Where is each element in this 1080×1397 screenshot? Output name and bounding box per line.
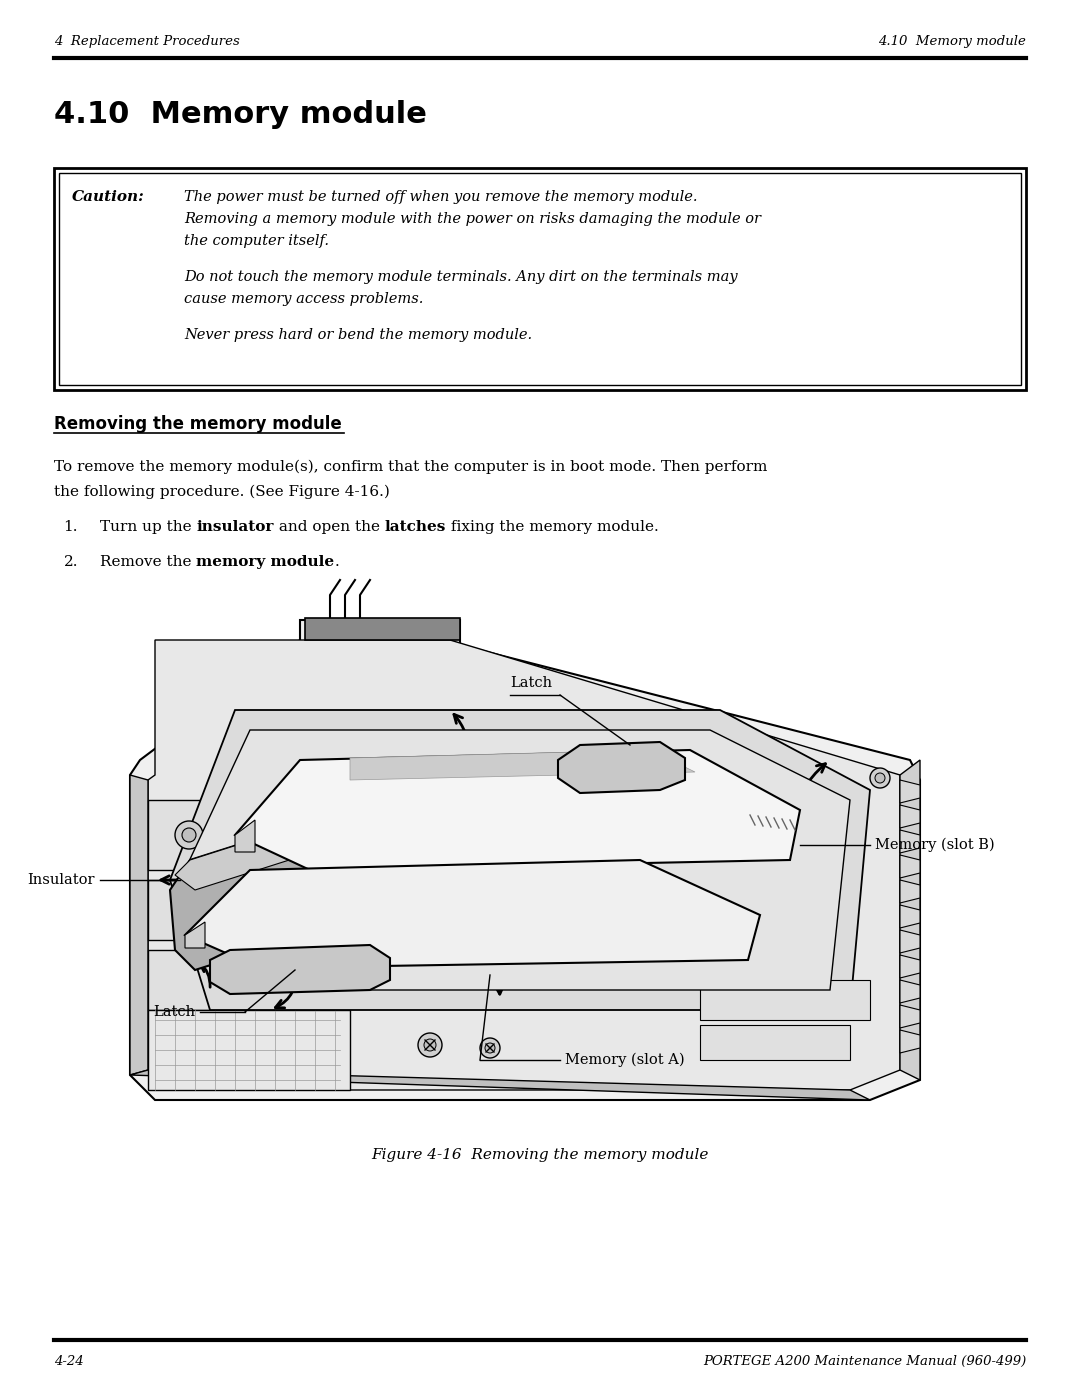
Text: latches: latches xyxy=(384,520,446,534)
Text: PORTEGE A200 Maintenance Manual (960-499): PORTEGE A200 Maintenance Manual (960-499… xyxy=(703,1355,1026,1368)
Text: .: . xyxy=(335,555,339,569)
Bar xyxy=(59,173,1021,386)
Text: memory module: memory module xyxy=(197,555,335,569)
Text: fixing the memory module.: fixing the memory module. xyxy=(446,520,659,534)
Text: cause memory access problems.: cause memory access problems. xyxy=(184,292,423,306)
Text: Remove the: Remove the xyxy=(100,555,197,569)
Text: Latch: Latch xyxy=(510,676,552,690)
Circle shape xyxy=(480,1038,500,1058)
Polygon shape xyxy=(305,617,460,640)
Text: and open the: and open the xyxy=(274,520,384,534)
Polygon shape xyxy=(900,760,920,1080)
Polygon shape xyxy=(900,830,920,854)
Polygon shape xyxy=(148,640,900,1090)
Text: the computer itself.: the computer itself. xyxy=(184,235,329,249)
Text: Insulator: Insulator xyxy=(27,873,95,887)
Text: Caution:: Caution: xyxy=(72,190,145,204)
Polygon shape xyxy=(235,750,800,870)
Polygon shape xyxy=(148,950,245,1010)
Polygon shape xyxy=(350,750,696,780)
Text: Removing the memory module: Removing the memory module xyxy=(54,415,341,433)
Circle shape xyxy=(875,773,885,782)
Polygon shape xyxy=(900,981,920,1003)
Circle shape xyxy=(175,821,203,849)
Polygon shape xyxy=(900,855,920,877)
Text: 1.: 1. xyxy=(64,520,78,534)
Polygon shape xyxy=(170,789,435,970)
Polygon shape xyxy=(130,620,920,1099)
Polygon shape xyxy=(148,800,230,870)
Polygon shape xyxy=(900,930,920,953)
Text: 4.10  Memory module: 4.10 Memory module xyxy=(878,35,1026,47)
Circle shape xyxy=(418,1032,442,1058)
Polygon shape xyxy=(235,820,255,852)
Text: Memory (slot A): Memory (slot A) xyxy=(565,1053,685,1067)
Polygon shape xyxy=(210,944,390,995)
Text: Memory (slot B): Memory (slot B) xyxy=(875,838,995,852)
Polygon shape xyxy=(185,922,205,949)
Circle shape xyxy=(870,768,890,788)
Text: Turn up the: Turn up the xyxy=(100,520,197,534)
Polygon shape xyxy=(185,861,760,968)
Polygon shape xyxy=(130,1070,870,1099)
Polygon shape xyxy=(900,1004,920,1028)
Text: 4-24: 4-24 xyxy=(54,1355,83,1368)
Bar xyxy=(54,168,1026,390)
Text: 2.: 2. xyxy=(64,555,78,569)
Text: Removing a memory module with the power on risks damaging the module or: Removing a memory module with the power … xyxy=(184,212,761,226)
Text: The power must be turned off when you remove the memory module.: The power must be turned off when you re… xyxy=(184,190,698,204)
Text: the following procedure. (See Figure 4-16.): the following procedure. (See Figure 4-1… xyxy=(54,485,390,499)
Polygon shape xyxy=(148,880,235,940)
Text: Figure 4-16  Removing the memory module: Figure 4-16 Removing the memory module xyxy=(372,1148,708,1162)
Polygon shape xyxy=(148,1010,350,1090)
Polygon shape xyxy=(900,1030,920,1053)
Polygon shape xyxy=(185,731,850,990)
Polygon shape xyxy=(175,789,430,890)
Polygon shape xyxy=(170,710,870,1010)
Polygon shape xyxy=(700,1025,850,1060)
Text: Never press hard or bend the memory module.: Never press hard or bend the memory modu… xyxy=(184,328,532,342)
Circle shape xyxy=(183,828,195,842)
Text: To remove the memory module(s), confirm that the computer is in boot mode. Then : To remove the memory module(s), confirm … xyxy=(54,460,768,475)
Polygon shape xyxy=(558,742,685,793)
Text: 4  Replacement Procedures: 4 Replacement Procedures xyxy=(54,35,240,47)
Circle shape xyxy=(424,1039,436,1051)
Text: Latch: Latch xyxy=(153,1004,195,1018)
Text: 4.10  Memory module: 4.10 Memory module xyxy=(54,101,427,129)
Polygon shape xyxy=(900,880,920,902)
Polygon shape xyxy=(900,956,920,978)
Text: insulator: insulator xyxy=(197,520,274,534)
Polygon shape xyxy=(900,805,920,828)
Text: Do not touch the memory module terminals. Any dirt on the terminals may: Do not touch the memory module terminals… xyxy=(184,270,738,284)
Polygon shape xyxy=(900,905,920,928)
Polygon shape xyxy=(900,780,920,803)
Polygon shape xyxy=(130,775,148,1076)
Circle shape xyxy=(485,1044,495,1053)
Polygon shape xyxy=(700,981,870,1020)
